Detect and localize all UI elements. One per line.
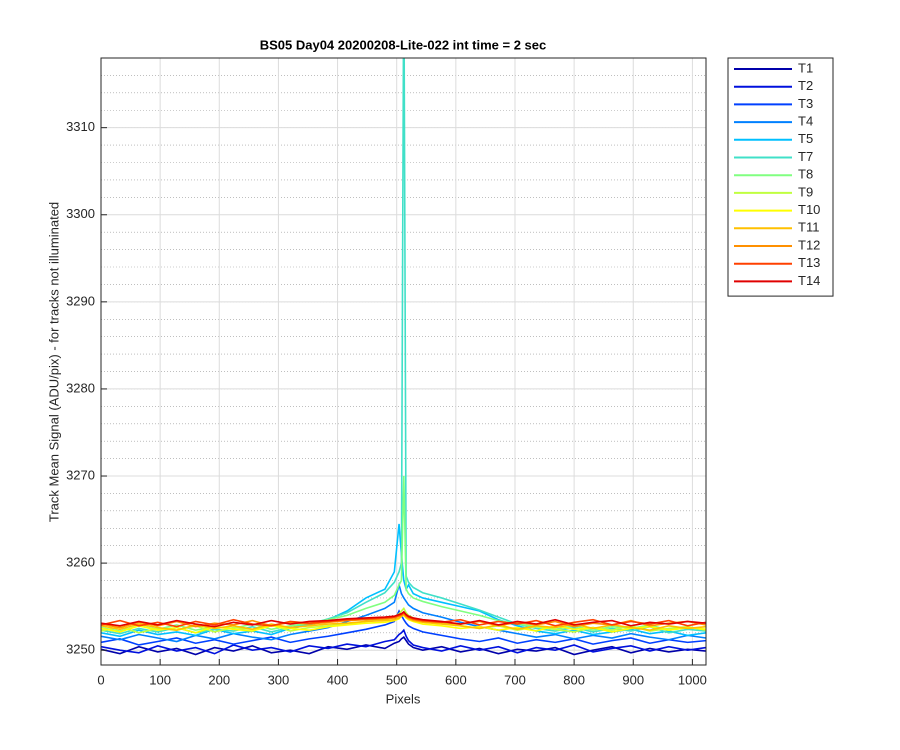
x-tick-label: 700 — [504, 672, 526, 687]
x-tick-label: 300 — [268, 672, 290, 687]
x-tick-label: 200 — [208, 672, 230, 687]
legend-label: T11 — [798, 220, 819, 235]
legend-label: T10 — [798, 202, 820, 217]
legend-box — [727, 57, 834, 297]
y-axis-label: Track Mean Signal (ADU/pix) - for tracks… — [46, 202, 61, 522]
legend: T1 T2 T3 T4 T5 T7 T8 T9 T10 T11 T12 T13 T14 — [727, 57, 834, 297]
x-tick-label: 900 — [622, 672, 644, 687]
legend-label: T3 — [798, 96, 813, 111]
legend-label: T14 — [798, 273, 820, 288]
x-tick-label: 600 — [445, 672, 467, 687]
y-tick-label: 3270 — [66, 467, 95, 482]
x-tick-label: 400 — [327, 672, 349, 687]
series-line — [101, 628, 706, 655]
x-tick-label: 800 — [563, 672, 585, 687]
y-tick-label: 3290 — [66, 293, 95, 308]
y-tick-label: 3260 — [66, 555, 95, 570]
grid — [100, 57, 706, 665]
plot-frame — [100, 57, 707, 666]
y-tick-label: 3300 — [66, 206, 95, 221]
series-line — [101, 607, 706, 634]
series-line — [101, 609, 706, 646]
x-tick-label: 500 — [386, 672, 408, 687]
legend-label: T12 — [798, 237, 820, 252]
legend-label: T2 — [798, 78, 813, 93]
series-line — [101, 635, 706, 656]
legend-label: T13 — [798, 255, 820, 270]
x-axis-label: Pixels — [386, 691, 421, 706]
ticks: 3250 3260 3270 3280 3290 3300 3310 0 100 200 300 40… — [66, 119, 707, 687]
legend-label: T7 — [798, 149, 813, 164]
chart-title: BS05 Day04 20200208-Lite-022 int time = … — [260, 37, 547, 52]
x-tick-label: 100 — [149, 672, 171, 687]
x-tick-label: 0 — [97, 672, 104, 687]
y-tick-label: 3310 — [66, 119, 95, 134]
legend-label: T8 — [798, 167, 813, 182]
legend-label: T4 — [798, 114, 813, 129]
y-tick-label: 3280 — [66, 380, 95, 395]
x-tick-label: 1000 — [678, 672, 707, 687]
legend-label: T5 — [798, 131, 813, 146]
legend-label: T1 — [798, 60, 813, 75]
series-line — [101, 610, 706, 628]
plot-lines — [101, 58, 706, 656]
y-tick-label: 3250 — [66, 642, 95, 657]
series-line — [101, 581, 706, 643]
legend-label: T9 — [798, 184, 813, 199]
